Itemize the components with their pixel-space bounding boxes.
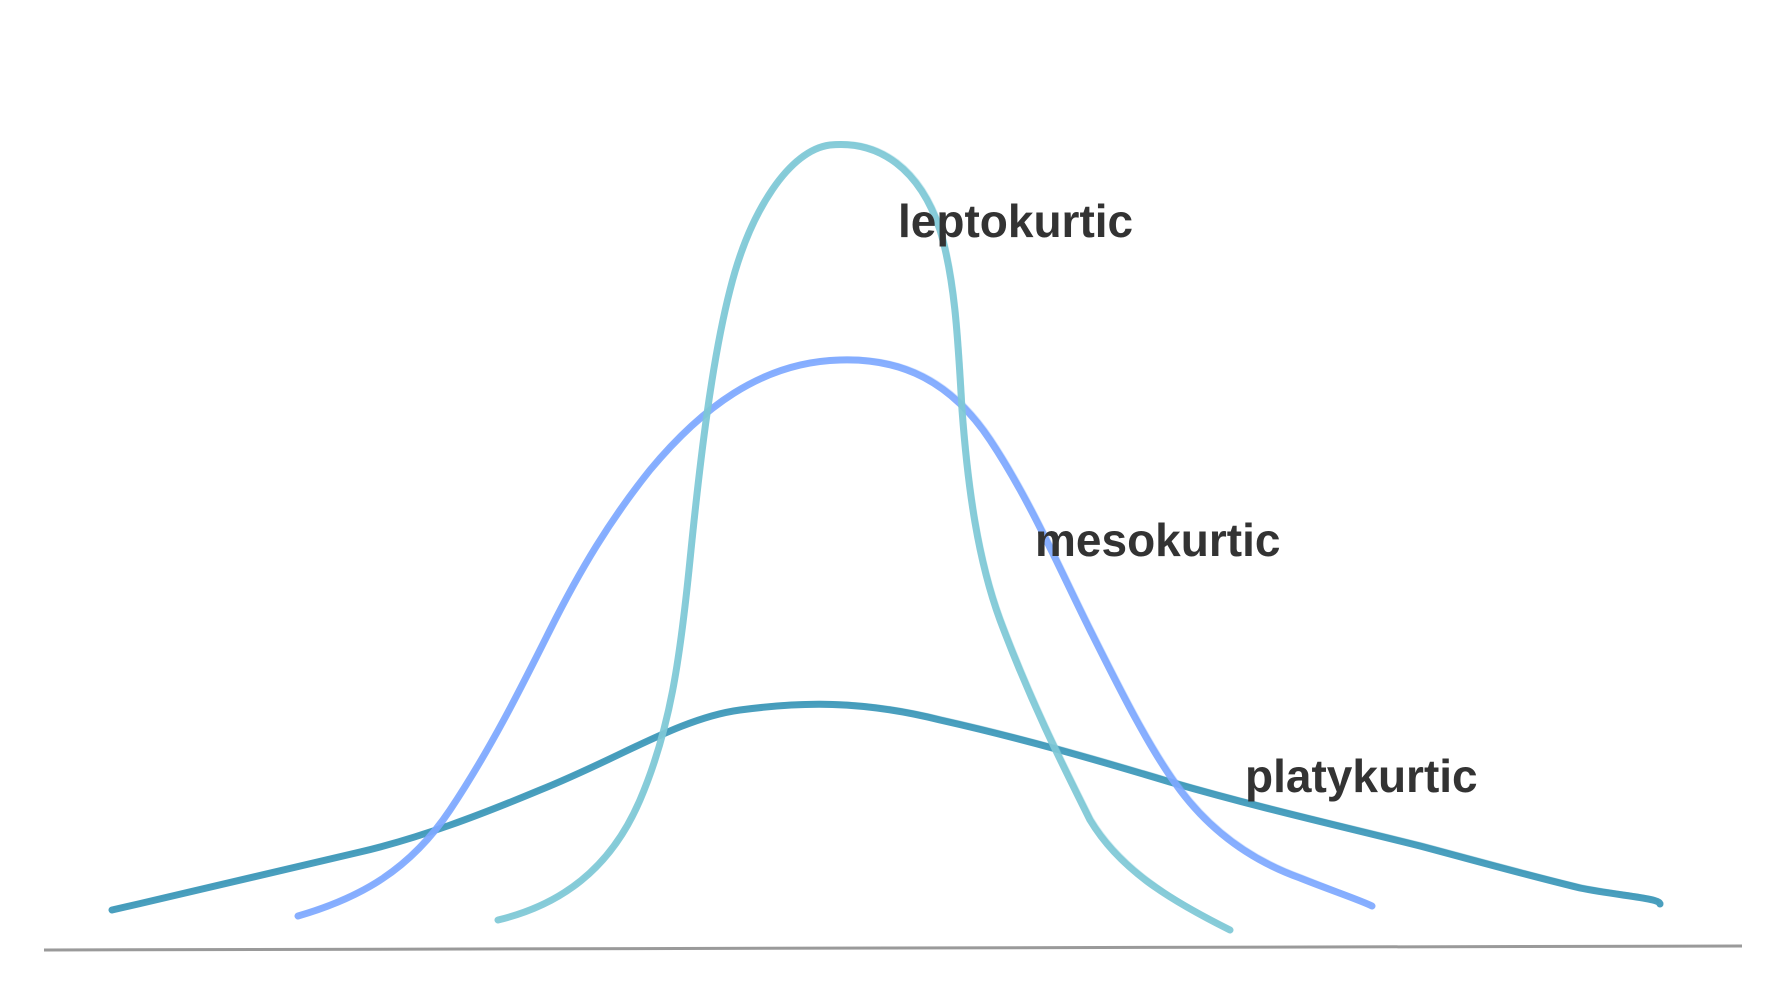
leptokurtic-curve [494, 140, 1234, 934]
platykurtic-curve-group [108, 700, 1664, 914]
baseline-axis [43, 944, 1743, 952]
mesokurtic-curve-texture [298, 356, 1372, 916]
platykurtic-curve-texture [112, 700, 1660, 910]
leptokurtic-curve-texture [498, 140, 1230, 930]
platykurtic-curve [108, 700, 1664, 914]
label-mesokurtic: mesokurtic [1035, 514, 1280, 566]
mesokurtic-curve [294, 356, 1376, 920]
leptokurtic-curve-group [494, 140, 1234, 934]
label-platykurtic: platykurtic [1245, 750, 1478, 802]
label-leptokurtic: leptokurtic [898, 195, 1133, 247]
mesokurtic-curve-group [294, 356, 1376, 920]
